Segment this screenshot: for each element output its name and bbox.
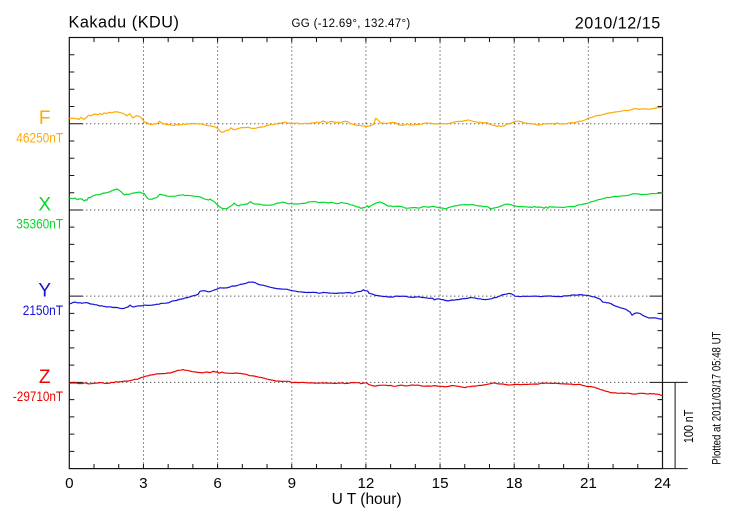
svg-text:GG (-12.69°, 132.47°): GG (-12.69°, 132.47°) (292, 18, 411, 30)
svg-text:X: X (38, 194, 51, 215)
svg-text:2010/12/15: 2010/12/15 (575, 15, 661, 33)
svg-text:6: 6 (213, 475, 221, 492)
svg-text:24: 24 (654, 475, 671, 492)
svg-text:Plotted at 2011/03/17 05:48 UT: Plotted at 2011/03/17 05:48 UT (709, 331, 723, 465)
svg-text:Y: Y (38, 281, 51, 302)
svg-text:18: 18 (506, 475, 523, 492)
svg-text:12: 12 (357, 475, 374, 492)
svg-text:100 nT: 100 nT (681, 410, 696, 444)
svg-text:Kakadu (KDU): Kakadu (KDU) (69, 14, 180, 32)
svg-text:Z: Z (39, 367, 51, 388)
svg-text:-29710nT: -29710nT (13, 389, 63, 404)
svg-text:3: 3 (139, 475, 147, 492)
svg-text:U T (hour): U T (hour) (332, 491, 402, 508)
svg-text:35360nT: 35360nT (16, 217, 63, 232)
svg-text:0: 0 (65, 475, 73, 492)
svg-text:9: 9 (288, 475, 296, 492)
svg-text:F: F (39, 108, 51, 129)
svg-text:46250nT: 46250nT (16, 130, 63, 145)
svg-text:15: 15 (432, 475, 449, 492)
svg-text:2150nT: 2150nT (23, 303, 63, 318)
svg-text:21: 21 (580, 475, 597, 492)
